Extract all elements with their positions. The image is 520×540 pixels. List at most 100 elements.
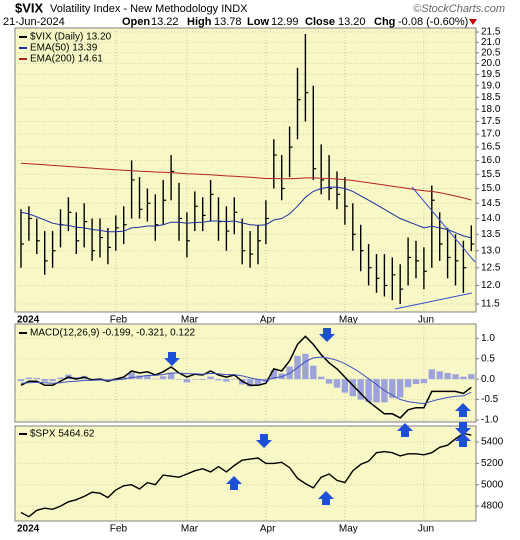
histogram-bar <box>412 379 420 385</box>
histogram-bar <box>33 377 40 380</box>
histogram-bar <box>17 379 25 382</box>
arrow-up <box>455 433 471 447</box>
y-tick-label: 4800 <box>481 501 504 512</box>
y-tick-label: 14.5 <box>481 198 501 209</box>
x-tick-label: May <box>339 524 358 535</box>
histogram-bar <box>88 378 96 380</box>
y-tick-label: 17.5 <box>481 116 501 127</box>
histogram-bar <box>175 379 183 380</box>
histogram-bar <box>254 379 262 385</box>
y-tick-label: 19.5 <box>481 69 501 80</box>
y-tick-label: 12.5 <box>481 262 501 273</box>
histogram-bar <box>128 372 135 380</box>
x-tick-label: Feb <box>110 524 128 535</box>
arrow-down <box>164 352 180 366</box>
histogram-bar <box>444 373 451 380</box>
histogram-bar <box>318 376 325 380</box>
y-tick-label: 20.5 <box>481 47 501 58</box>
annotations <box>164 186 476 505</box>
legend-label: EMA(50) 13.39 <box>30 43 98 54</box>
copyright: ©StockCharts.com <box>413 3 505 15</box>
y-tick-label: 21.0 <box>481 37 501 48</box>
histogram-bar <box>420 379 428 384</box>
histogram-bar <box>191 379 198 380</box>
arrow-up <box>455 403 471 417</box>
histogram-bar <box>215 379 222 381</box>
x-tick-label: 2024 <box>17 524 40 535</box>
y-tick-label: 16.0 <box>481 155 501 166</box>
arrow-up <box>397 423 413 437</box>
histogram-bar <box>452 374 459 380</box>
legend-label: EMA(200) 14.61 <box>30 54 103 65</box>
x-tick-label: 2024 <box>17 315 40 326</box>
trend-line <box>394 292 473 310</box>
y-tick-label: 5000 <box>481 479 504 490</box>
quote-label: Low <box>247 16 269 28</box>
histogram-bar <box>357 379 364 400</box>
histogram-bar <box>310 365 317 380</box>
x-tick-label: Mar <box>181 524 199 535</box>
x-tick-label: Apr <box>260 524 276 535</box>
panel <box>14 323 477 423</box>
moving-average-line <box>20 186 472 239</box>
quote-value: -0.08 (-0.60%) <box>398 16 468 28</box>
quote-label: Open <box>122 16 150 28</box>
histogram-bar <box>333 379 341 388</box>
arrow-down <box>455 422 471 436</box>
histogram-bar <box>152 378 159 380</box>
arrow-up <box>226 476 242 490</box>
y-tick-label: 14.0 <box>481 213 501 224</box>
y-tick-label: 17.0 <box>481 129 501 140</box>
legend-label: $SPX 5464.62 <box>30 429 95 440</box>
moving-average-line <box>20 162 472 201</box>
trend-line <box>411 186 476 263</box>
x-tick-label: May <box>339 315 358 326</box>
histogram-bar <box>231 379 238 380</box>
histogram-bar <box>57 377 64 380</box>
histogram-bar <box>389 379 396 398</box>
y-tick-label: 13.0 <box>481 245 501 256</box>
instrument-name: Volatility Index - New Methodology INDX <box>50 3 248 15</box>
histogram-bar <box>373 379 380 403</box>
quote-date: 21-Jun-2024 <box>3 16 65 28</box>
quote-label: Close <box>305 16 335 28</box>
histogram-bar <box>428 369 435 380</box>
y-tick-label: 19.0 <box>481 80 501 91</box>
histogram-bar <box>73 377 80 380</box>
y-tick-label: -0.5 <box>481 394 499 405</box>
arrow-down <box>319 328 335 342</box>
histogram-bar <box>436 371 443 380</box>
y-tick-label: 18.0 <box>481 104 501 115</box>
histogram-bar <box>325 379 333 384</box>
histogram-bar <box>341 379 349 393</box>
panel <box>14 27 477 313</box>
y-tick-label: 1.0 <box>481 333 495 344</box>
histogram-bar <box>144 375 151 380</box>
y-tick-label: 12.0 <box>481 280 501 291</box>
x-tick-label: Jun <box>418 315 434 326</box>
y-tick-label: 0.5 <box>481 353 495 364</box>
quote-value: 13.22 <box>151 16 179 28</box>
quote-value: 12.99 <box>271 16 299 28</box>
y-tick-label: 20.0 <box>481 58 501 69</box>
y-tick-label: 15.0 <box>481 183 501 194</box>
histogram-bar <box>302 353 309 380</box>
indicator-line <box>20 356 472 405</box>
histogram-bar <box>136 375 143 380</box>
panel <box>14 425 477 522</box>
legend-label: $VIX (Daily) 13.20 <box>30 32 112 43</box>
indicator-title: MACD(12,26,9) -0.199, -0.321, 0.122 <box>30 328 196 339</box>
x-tick-label: Jun <box>418 524 434 535</box>
y-tick-label: 5200 <box>481 458 504 469</box>
y-tick-label: 5400 <box>481 437 504 448</box>
y-tick-label: 0.0 <box>481 374 495 385</box>
histogram-bar <box>104 379 112 380</box>
quote-value: 13.78 <box>214 16 242 28</box>
y-tick-label: -1.0 <box>481 415 499 426</box>
arrow-up <box>318 491 334 505</box>
histogram-bar <box>207 376 214 380</box>
histogram-bar <box>223 379 230 382</box>
histogram-bar <box>460 376 467 380</box>
